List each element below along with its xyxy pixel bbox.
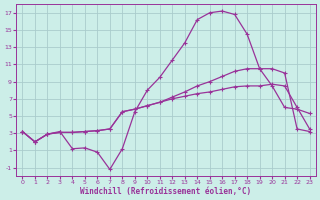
X-axis label: Windchill (Refroidissement éolien,°C): Windchill (Refroidissement éolien,°C) — [80, 187, 252, 196]
